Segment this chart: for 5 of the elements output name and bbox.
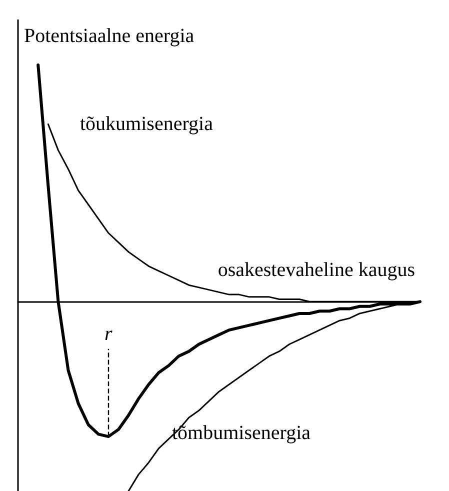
x-axis-title: osakestevaheline kaugus xyxy=(218,259,416,281)
annotation: r xyxy=(104,322,113,345)
series-label: tõmbumisenergia xyxy=(172,422,311,444)
series-label: tõukumisenergia xyxy=(80,113,214,135)
y-axis-title: Potentsiaalne energia xyxy=(24,25,194,47)
